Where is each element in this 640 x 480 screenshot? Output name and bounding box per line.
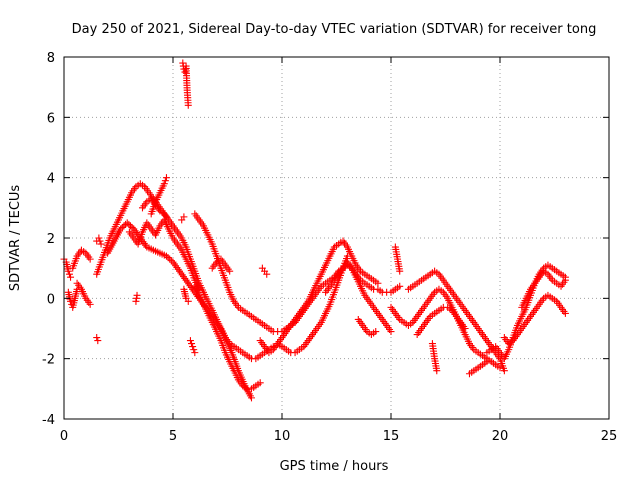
chart-title: Day 250 of 2021, Sidereal Day-to-day VTE… [72, 22, 597, 37]
data-point-arc-32 [561, 309, 569, 317]
data-point-arc-05 [94, 337, 102, 345]
x-tick-label: 20 [492, 429, 509, 444]
data-point-arc-08 [247, 394, 255, 402]
data-point-arc-06 [95, 234, 103, 242]
data-point-arc-29 [433, 367, 441, 375]
data-point-arc-18 [191, 349, 199, 357]
y-tick-label: -2 [42, 353, 55, 368]
data-point-arc-23 [387, 328, 395, 336]
y-tick-label: 8 [47, 51, 55, 66]
data-point-arc-08 [123, 219, 131, 227]
data-point-arc-24 [372, 328, 380, 336]
data-point-arc-11 [161, 177, 169, 185]
x-tick-label: 10 [274, 429, 291, 444]
y-tick-label: -4 [42, 413, 55, 428]
y-tick-label: 0 [47, 292, 55, 307]
data-point-arc-33 [561, 276, 569, 284]
data-point-arc-16 [396, 282, 404, 290]
data-point-arc-04 [86, 300, 94, 308]
x-axis-label: GPS time / hours [280, 459, 389, 474]
data-point-arc-06 [97, 240, 105, 248]
axis-ticks: 0 5 10 15 20 25 -4 -2 0 2 4 6 8 [42, 51, 617, 444]
data-point-arc-03 [86, 255, 94, 263]
data-point-arc-08 [128, 223, 136, 231]
x-tick-label: 15 [383, 429, 400, 444]
y-axis-label: SDTVAR / TECUs [8, 185, 23, 292]
data-point-arc-19 [226, 267, 234, 275]
data-point-arc-01 [64, 267, 72, 275]
data-point-arc-18 [190, 346, 198, 354]
data-point-arc-02 [67, 297, 75, 305]
data-point-arc-08 [164, 254, 172, 262]
x-tick-label: 0 [60, 429, 68, 444]
data-point-arc-08 [125, 220, 133, 228]
data-point-arc-15 [184, 297, 192, 305]
data-point-arc-18 [186, 337, 194, 345]
data-point-arc-11 [162, 174, 170, 182]
data-point-arc-01 [67, 273, 75, 281]
grid [64, 57, 609, 419]
data-point-arc-08 [162, 252, 170, 260]
data-point-arc-08 [126, 222, 134, 230]
x-tick-label: 5 [169, 429, 177, 444]
data-point-arc-28 [461, 325, 469, 332]
data-point-arc-21 [263, 270, 271, 278]
data-point-arc-18 [188, 340, 196, 348]
data-point-arc-18 [189, 343, 197, 351]
data-point-arc-20 [374, 279, 382, 287]
data-point-arc-08 [120, 222, 128, 230]
data-point-arc-01 [65, 270, 73, 278]
x-tick-label: 25 [601, 429, 618, 444]
data-point-arc-08 [167, 257, 175, 265]
data-point-arc-05 [93, 334, 101, 342]
data-point-arc-30 [483, 358, 491, 366]
data-point-arc-13 [184, 101, 192, 109]
data-point-arc-11 [160, 180, 168, 188]
data-point-arc-17 [256, 379, 264, 387]
data-point-arc-12 [133, 291, 141, 299]
data-point-arc-08 [118, 223, 126, 231]
data-point-arc-25 [396, 267, 404, 275]
y-tick-label: 4 [47, 172, 55, 187]
y-tick-label: 2 [47, 232, 55, 247]
data-point-arc-08 [166, 255, 174, 263]
data-point-arc-22 [343, 252, 351, 260]
data-points [60, 59, 569, 402]
data-point-arc-14 [180, 213, 188, 221]
data-point-arc-08 [117, 225, 125, 233]
y-tick-label: 6 [47, 111, 55, 126]
data-point-arc-27 [500, 367, 508, 375]
data-point-arc-06 [96, 237, 104, 245]
